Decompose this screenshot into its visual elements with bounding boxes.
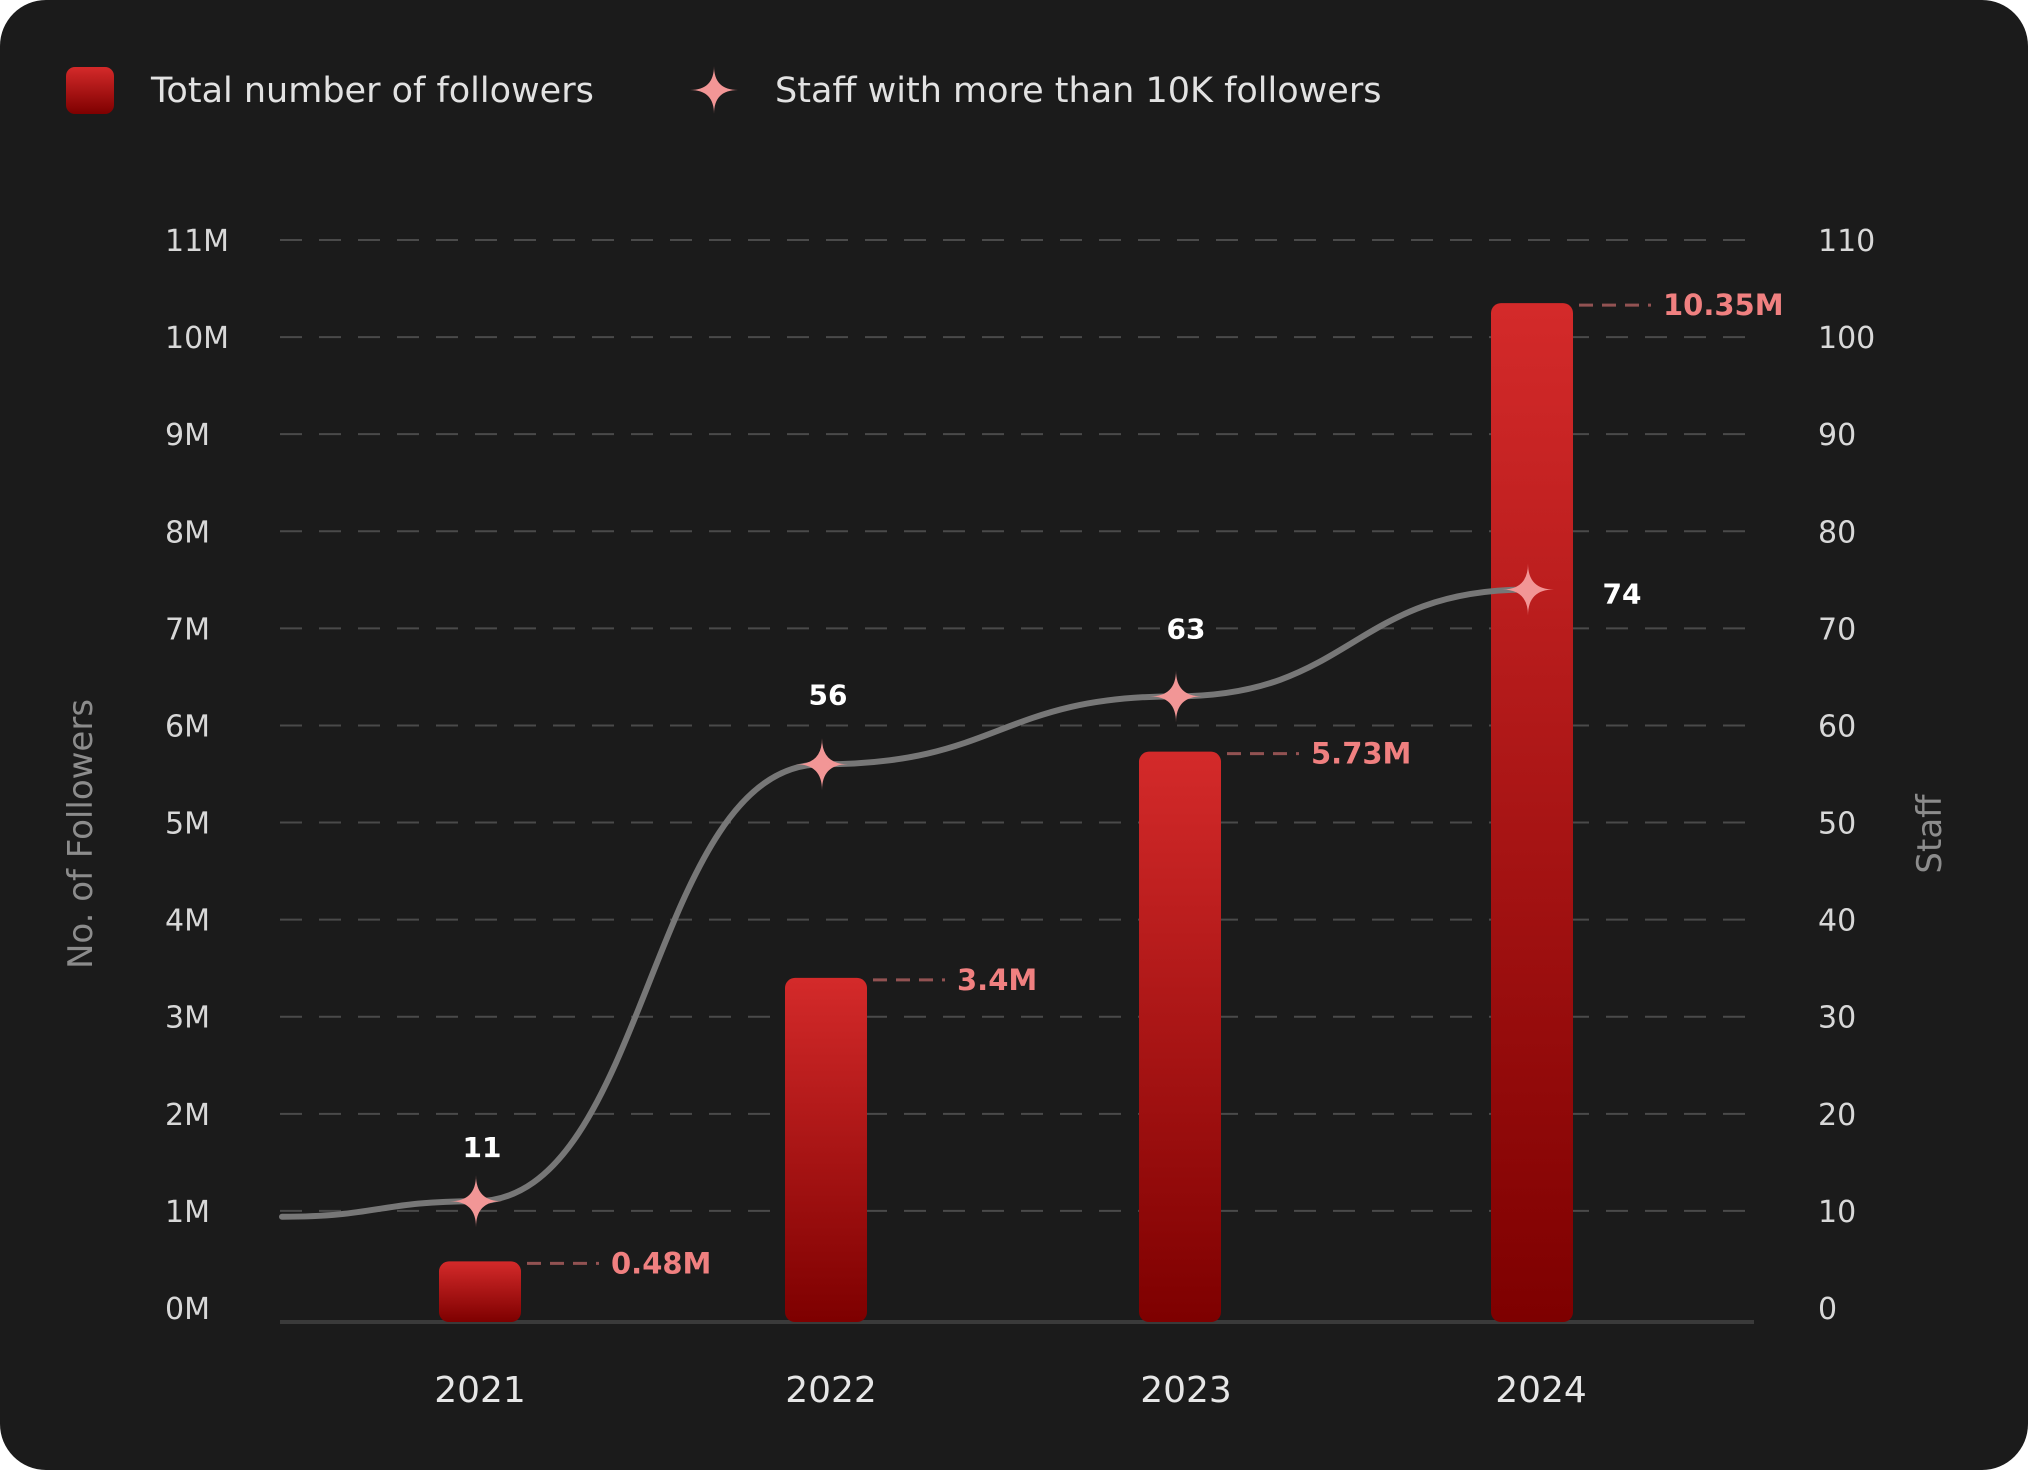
y-axis-right-title: Staff <box>1910 793 1950 874</box>
y-tick-left: 3M <box>165 1001 210 1036</box>
staff-markers: 11 56 63 74 <box>450 563 1642 1228</box>
x-tick-label: 2024 <box>1495 1370 1587 1411</box>
y-axis-right-ticks: 0 10 20 30 40 50 60 70 80 90 100 110 <box>1818 224 1875 1327</box>
bars <box>439 303 1573 1322</box>
staff-marker-2022 <box>796 738 848 791</box>
legend: Total number of followers Staff with mor… <box>66 66 1381 114</box>
y-tick-right: 30 <box>1818 1001 1856 1036</box>
y-axis-left-ticks: 0M 1M 2M 3M 4M 5M 6M 7M 8M 9M 10M 11M <box>165 224 229 1327</box>
legend-label-followers: Total number of followers <box>150 71 594 111</box>
staff-marker-2023 <box>1150 670 1202 723</box>
staff-marker-2024 <box>1502 563 1554 616</box>
y-tick-right: 80 <box>1818 515 1856 550</box>
bar-value-label: 5.73M <box>1311 737 1411 771</box>
legend-diamond-icon <box>690 66 738 114</box>
y-tick-left: 6M <box>165 709 210 744</box>
y-tick-left: 5M <box>165 807 210 842</box>
y-tick-right: 60 <box>1818 709 1856 744</box>
y-tick-right: 10 <box>1818 1195 1856 1230</box>
y-tick-right: 90 <box>1818 418 1856 453</box>
y-tick-left: 11M <box>165 224 229 259</box>
x-tick-label: 2022 <box>785 1370 877 1411</box>
bar-2024 <box>1491 303 1573 1322</box>
y-tick-left: 2M <box>165 1098 210 1133</box>
y-tick-left: 1M <box>165 1195 210 1230</box>
y-tick-right: 0 <box>1818 1292 1837 1327</box>
staff-value-label: 56 <box>809 678 848 711</box>
y-tick-left: 8M <box>165 515 210 550</box>
bar-2022 <box>785 977 867 1322</box>
y-tick-right: 40 <box>1818 904 1856 939</box>
bar-2023 <box>1139 751 1221 1322</box>
y-tick-right: 50 <box>1818 807 1856 842</box>
y-tick-right: 110 <box>1818 224 1875 259</box>
staff-line <box>279 586 1531 1220</box>
bar-value-label: 0.48M <box>611 1246 711 1280</box>
y-tick-left: 4M <box>165 904 210 939</box>
legend-bar-swatch <box>66 67 114 114</box>
bar-value-label: 10.35M <box>1663 288 1784 322</box>
y-tick-right: 70 <box>1818 612 1856 647</box>
y-tick-right: 100 <box>1818 321 1875 356</box>
bar-2021 <box>439 1261 521 1322</box>
staff-value-label: 74 <box>1603 578 1642 611</box>
x-tick-label: 2021 <box>434 1370 526 1411</box>
staff-value-label: 11 <box>463 1131 502 1164</box>
y-tick-left: 0M <box>165 1292 210 1327</box>
bar-value-label: 3.4M <box>957 963 1037 997</box>
legend-label-staff: Staff with more than 10K followers <box>775 71 1381 111</box>
x-tick-label: 2023 <box>1140 1370 1232 1411</box>
staff-value-label: 63 <box>1167 612 1206 645</box>
y-tick-left: 7M <box>165 612 210 647</box>
y-tick-left: 10M <box>165 321 229 356</box>
y-tick-left: 9M <box>165 418 210 453</box>
y-tick-right: 20 <box>1818 1098 1856 1133</box>
x-axis-ticks: 2021 2022 2023 2024 <box>434 1370 1587 1411</box>
y-axis-left-title: No. of Followers <box>61 699 101 969</box>
staff-marker-2021 <box>450 1175 502 1228</box>
bar-labels: 0.48M 3.4M 5.73M 10.35M <box>527 288 1784 1280</box>
